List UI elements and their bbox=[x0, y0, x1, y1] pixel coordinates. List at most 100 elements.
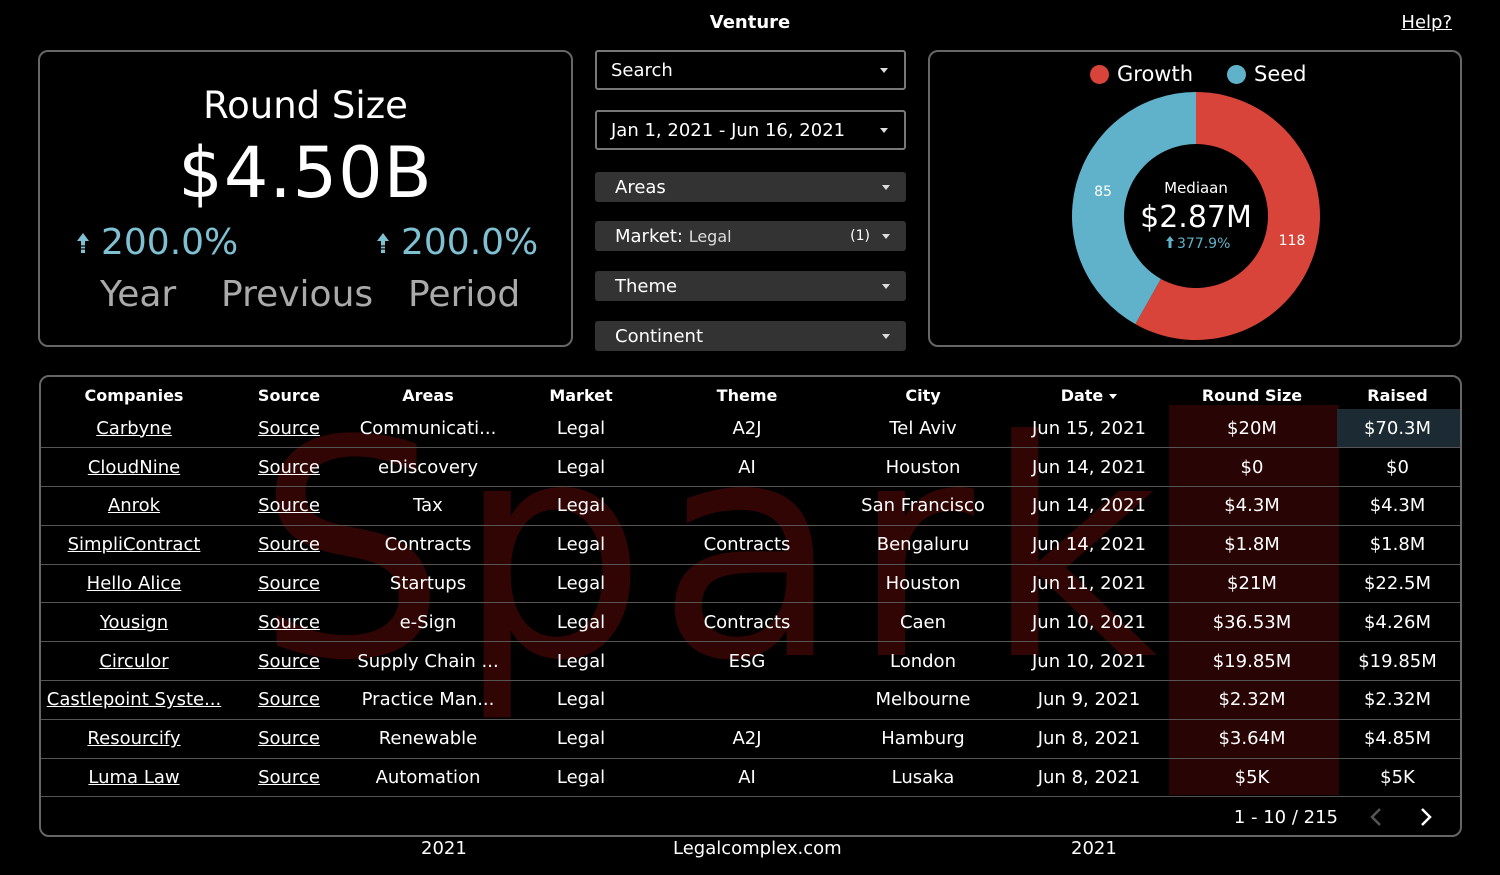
column-header-raised[interactable]: Raised bbox=[1367, 385, 1428, 405]
cell-source[interactable]: Source bbox=[227, 447, 351, 488]
cell-companies[interactable]: Carbyne bbox=[41, 409, 227, 449]
company-link[interactable]: Hello Alice bbox=[86, 573, 182, 595]
continent-filter[interactable]: Continent bbox=[595, 321, 906, 351]
source-link[interactable]: Source bbox=[258, 650, 320, 672]
table-row: Yousign Source e-Sign Legal Contracts Caen Jun… bbox=[41, 602, 1460, 643]
cell-round-size: $21M bbox=[1169, 564, 1335, 604]
cell-source[interactable]: Source bbox=[227, 486, 351, 526]
column-header-companies[interactable]: Companies bbox=[84, 385, 184, 405]
column-header-areas[interactable]: Areas bbox=[402, 385, 454, 405]
donut-center-change: 377.9% bbox=[1166, 236, 1230, 252]
company-link[interactable]: Castlepoint Syste... bbox=[46, 689, 222, 711]
cell-round-size: $19.85M bbox=[1169, 641, 1335, 682]
source-link[interactable]: Source bbox=[258, 495, 320, 517]
venture-table: Companies Source Areas Market Theme City… bbox=[41, 377, 1460, 798]
cell-market: Legal bbox=[505, 447, 657, 488]
chevron-down-icon bbox=[882, 184, 890, 190]
column-header-source[interactable]: Source bbox=[257, 385, 321, 405]
cell-source[interactable]: Source bbox=[227, 602, 351, 643]
cell-source[interactable]: Source bbox=[227, 641, 351, 682]
source-link[interactable]: Source bbox=[258, 689, 320, 711]
areas-label: Areas bbox=[615, 176, 666, 198]
column-header-date[interactable]: Date bbox=[1009, 377, 1169, 409]
cell-raised: $0 bbox=[1335, 447, 1460, 488]
cell-source[interactable]: Source bbox=[227, 758, 351, 798]
cell-areas: eDiscovery bbox=[351, 447, 505, 488]
source-link[interactable]: Source bbox=[258, 728, 320, 750]
cell-date: Jun 14, 2021 bbox=[1009, 486, 1169, 526]
cell-source[interactable]: Source bbox=[227, 564, 351, 604]
cell-companies[interactable]: Anrok bbox=[41, 486, 227, 526]
next-page-button[interactable] bbox=[1414, 805, 1438, 829]
cell-theme: ESG bbox=[657, 641, 837, 682]
cell-city: Caen bbox=[837, 602, 1009, 643]
company-link[interactable]: Carbyne bbox=[96, 417, 172, 439]
company-link[interactable]: Yousign bbox=[99, 611, 169, 633]
cell-raised: $70.3M bbox=[1335, 409, 1460, 449]
cell-source[interactable]: Source bbox=[227, 525, 351, 565]
scorecard-value: $4.50B bbox=[178, 132, 433, 214]
source-link[interactable]: Source bbox=[258, 456, 320, 478]
cell-theme: AI bbox=[657, 758, 837, 798]
cell-source[interactable]: Source bbox=[227, 409, 351, 449]
cell-areas: Communicati... bbox=[351, 409, 505, 449]
source-link[interactable]: Source bbox=[258, 611, 320, 633]
cell-companies[interactable]: Yousign bbox=[41, 602, 227, 643]
date-range-picker[interactable]: Jan 1, 2021 - Jun 16, 2021 bbox=[595, 110, 906, 150]
cell-round-size: $4.3M bbox=[1169, 486, 1335, 526]
cell-companies[interactable]: Circulor bbox=[41, 641, 227, 682]
chevron-down-icon bbox=[882, 333, 890, 339]
column-header-market[interactable]: Market bbox=[549, 385, 613, 405]
theme-filter[interactable]: Theme bbox=[595, 271, 906, 301]
company-link[interactable]: CloudNine bbox=[87, 456, 181, 478]
market-value: Legal bbox=[688, 226, 732, 246]
cell-raised: $5K bbox=[1335, 758, 1460, 798]
cell-market: Legal bbox=[505, 680, 657, 720]
search-label: Search bbox=[611, 59, 673, 81]
column-header-city[interactable]: City bbox=[905, 385, 941, 405]
cell-source[interactable]: Source bbox=[227, 680, 351, 720]
source-link[interactable]: Source bbox=[258, 417, 320, 439]
help-link[interactable]: Help? bbox=[1401, 12, 1452, 33]
cell-city: Melbourne bbox=[837, 680, 1009, 720]
table-row: Resourcify Source Renewable Legal A2J Hamburg… bbox=[41, 719, 1460, 759]
growth-seed-donut-card: Growth Seed Mediaan $2.87M 377.9% 118 85 bbox=[928, 50, 1462, 347]
company-link[interactable]: Anrok bbox=[107, 495, 161, 517]
column-header-round-size[interactable]: Round Size bbox=[1201, 385, 1303, 405]
source-link[interactable]: Source bbox=[258, 767, 320, 789]
chevron-down-icon bbox=[882, 233, 890, 239]
cell-market: Legal bbox=[505, 758, 657, 798]
cell-round-size: $5K bbox=[1169, 758, 1335, 798]
cell-round-size: $20M bbox=[1169, 409, 1335, 449]
company-link[interactable]: Resourcify bbox=[87, 728, 181, 750]
cell-theme: A2J bbox=[657, 409, 837, 449]
cell-companies[interactable]: CloudNine bbox=[41, 447, 227, 488]
source-link[interactable]: Source bbox=[258, 534, 320, 556]
areas-filter[interactable]: Areas bbox=[595, 172, 906, 202]
cell-round-size: $36.53M bbox=[1169, 602, 1335, 643]
column-header-date-label: Date bbox=[1060, 385, 1104, 405]
cell-theme bbox=[657, 680, 837, 720]
company-link[interactable]: SimpliContract bbox=[67, 534, 201, 556]
pagination-range: 1 - 10 / 215 bbox=[1233, 806, 1338, 828]
search-dropdown[interactable]: Search bbox=[595, 50, 906, 90]
donut-segment-growth[interactable] bbox=[1135, 92, 1320, 340]
column-header-theme[interactable]: Theme bbox=[716, 385, 778, 405]
cell-source[interactable]: Source bbox=[227, 719, 351, 759]
cell-companies[interactable]: SimpliContract bbox=[41, 525, 227, 565]
market-filter[interactable]: Market: Legal (1) bbox=[595, 221, 906, 251]
cell-companies[interactable]: Resourcify bbox=[41, 719, 227, 759]
cell-companies[interactable]: Hello Alice bbox=[41, 564, 227, 604]
source-link[interactable]: Source bbox=[258, 573, 320, 595]
cell-companies[interactable]: Castlepoint Syste... bbox=[41, 680, 227, 720]
donut-center-change-value: 377.9% bbox=[1177, 236, 1230, 252]
legend-item-growth[interactable]: Growth bbox=[1090, 62, 1193, 86]
company-link[interactable]: Luma Law bbox=[88, 767, 180, 789]
donut-segment-seed[interactable] bbox=[1072, 92, 1196, 325]
company-link[interactable]: Circulor bbox=[99, 650, 169, 672]
market-label: Market: bbox=[615, 225, 683, 247]
legend-item-seed[interactable]: Seed bbox=[1227, 62, 1307, 86]
cell-companies[interactable]: Luma Law bbox=[41, 758, 227, 798]
prev-page-button[interactable] bbox=[1364, 805, 1388, 829]
cell-city: Houston bbox=[837, 564, 1009, 604]
